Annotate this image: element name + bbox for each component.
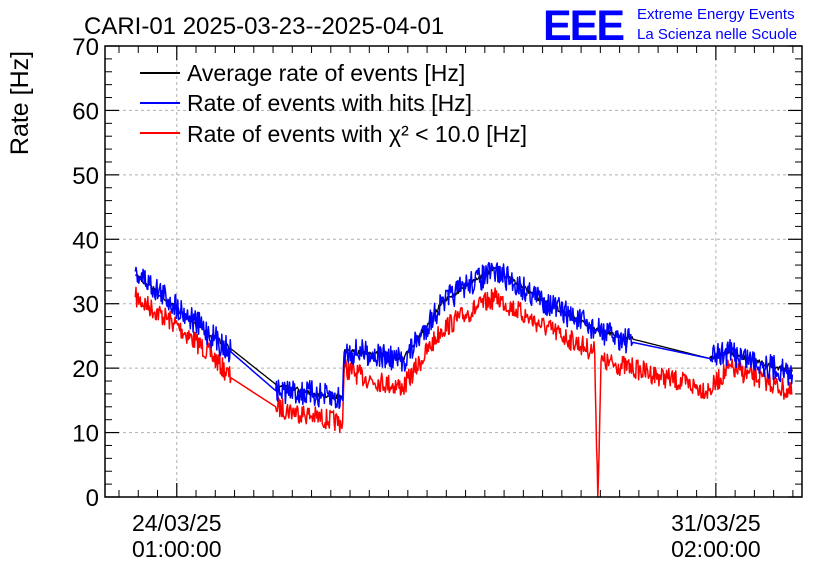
x-tick-label-date: 24/03/25: [132, 510, 222, 536]
y-tick-label: 0: [86, 485, 99, 512]
plot-frame: [104, 45, 803, 498]
legend: Average rate of events [Hz] Rate of even…: [140, 60, 527, 147]
y-tick-label: 30: [72, 292, 99, 319]
x-tick-label-time: 02:00:00: [671, 536, 761, 562]
y-axis-label: Rate [Hz]: [6, 51, 34, 155]
y-tick-label: 40: [72, 227, 99, 254]
y-tick-label: 50: [72, 163, 99, 190]
legend-label-hits: Rate of events with hits [Hz]: [187, 90, 472, 116]
series-line-chi2: [134, 286, 793, 498]
eee-logo: EEE: [543, 2, 623, 50]
chart-title: CARI-01 2025-03-23--2025-04-01: [84, 13, 444, 40]
series-line-hits: [134, 262, 794, 410]
legend-label-chi2: Rate of events with χ² < 10.0 [Hz]: [187, 121, 527, 147]
y-tick-label: 10: [72, 421, 99, 448]
data-series: [134, 262, 794, 498]
y-tick-label: 20: [72, 356, 99, 383]
y-tick-label: 60: [72, 98, 99, 125]
x-tick-label-date: 31/03/25: [671, 510, 761, 536]
legend-label-average: Average rate of events [Hz]: [187, 60, 465, 86]
x-tick-label-time: 01:00:00: [132, 536, 222, 562]
y-tick-label: 70: [72, 34, 99, 61]
y-tick-labels: 0 10 20 30 40 50 60 70: [72, 34, 99, 512]
org-name-line2: La Scienza nelle Scuole: [637, 26, 797, 43]
org-name-line1: Extreme Energy Events: [637, 6, 795, 23]
